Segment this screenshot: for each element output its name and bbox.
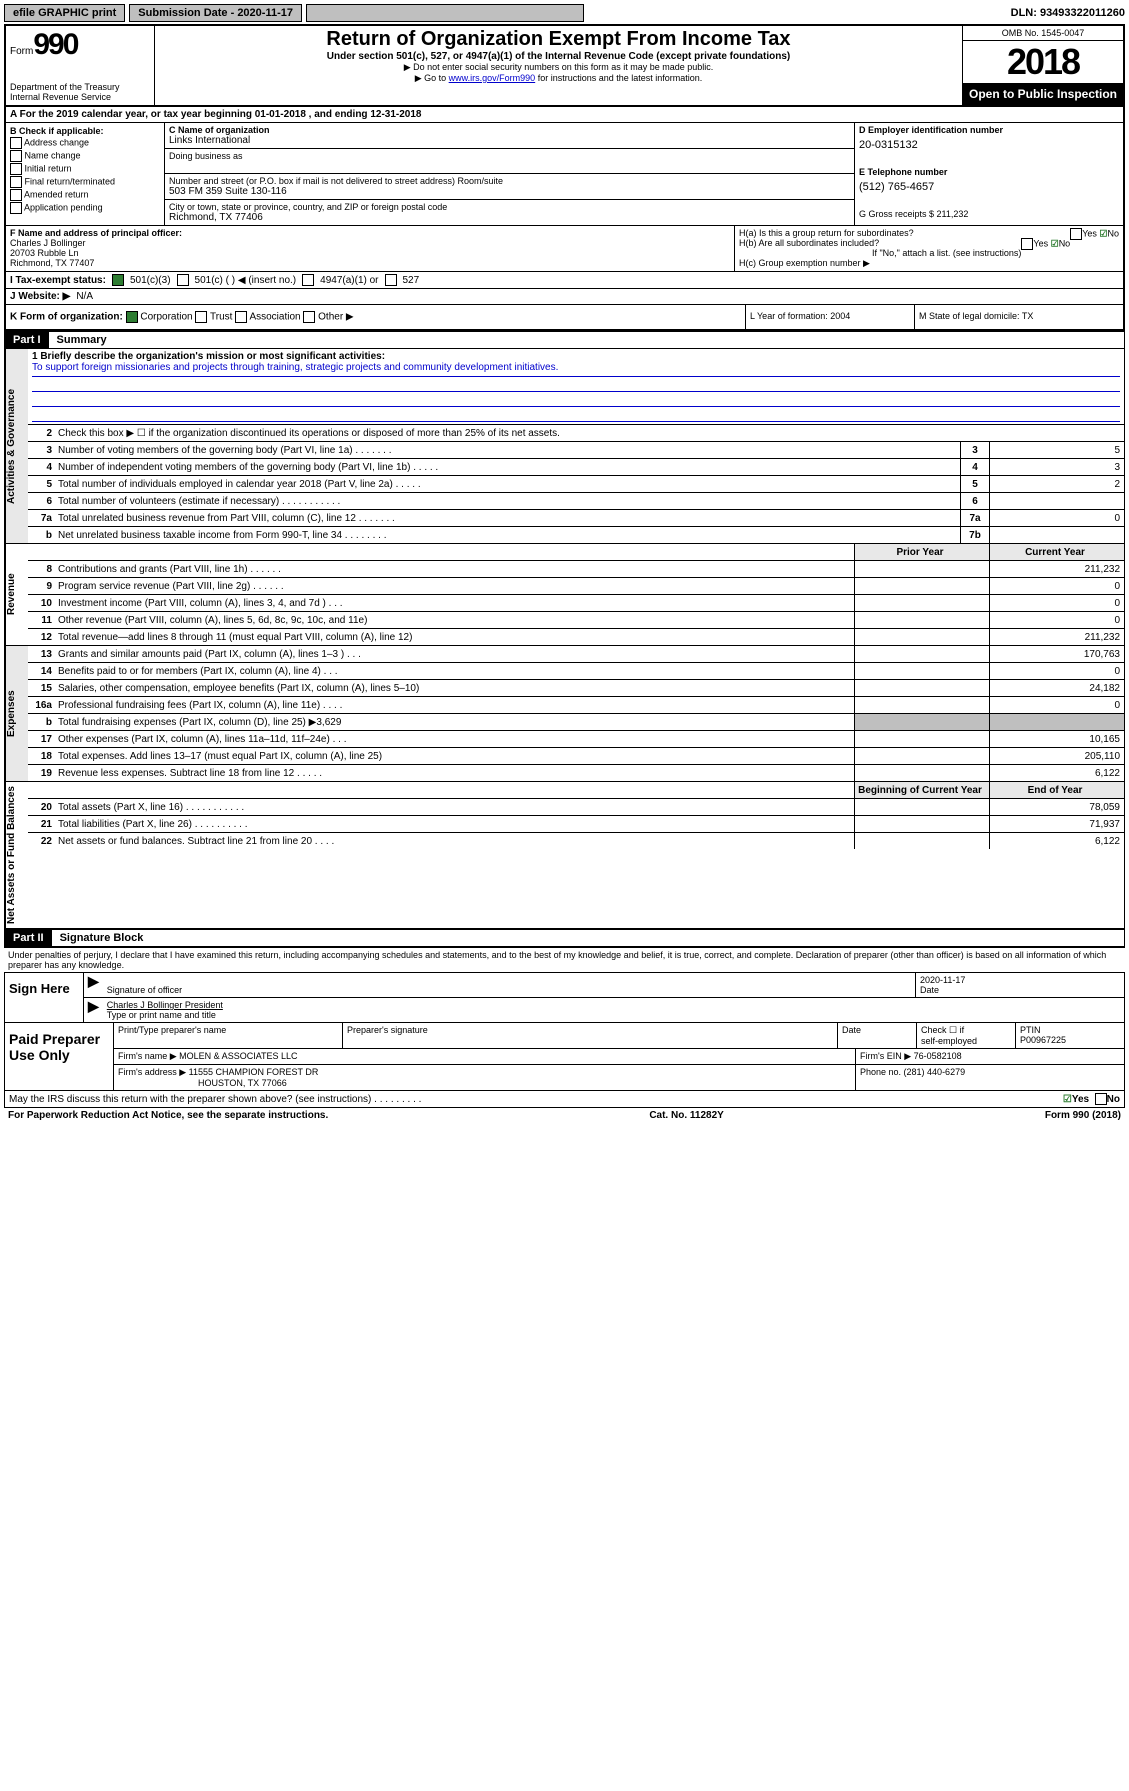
firm-name: MOLEN & ASSOCIATES LLC bbox=[179, 1051, 297, 1061]
summary-line: 8Contributions and grants (Part VIII, li… bbox=[28, 561, 1124, 578]
signer-name: Charles J Bollinger President bbox=[107, 1000, 223, 1010]
blank-button bbox=[306, 4, 584, 22]
summary-line: 15Salaries, other compensation, employee… bbox=[28, 680, 1124, 697]
amended-checkbox[interactable] bbox=[10, 189, 22, 201]
addr-change-checkbox[interactable] bbox=[10, 137, 22, 149]
final-return-checkbox[interactable] bbox=[10, 176, 22, 188]
form-note2: ▶ Go to www.irs.gov/Form990 for instruct… bbox=[159, 73, 958, 84]
summary-line: bTotal fundraising expenses (Part IX, co… bbox=[28, 714, 1124, 731]
form-note1: ▶ Do not enter social security numbers o… bbox=[159, 62, 958, 73]
summary-revenue: Revenue Prior YearCurrent Year 8Contribu… bbox=[4, 544, 1125, 646]
summary-line: 5Total number of individuals employed in… bbox=[28, 476, 1124, 493]
summary-line: 17Other expenses (Part IX, column (A), l… bbox=[28, 731, 1124, 748]
form-label: Form bbox=[10, 46, 33, 57]
summary-line: 10Investment income (Part VIII, column (… bbox=[28, 595, 1124, 612]
discuss-no-checkbox[interactable] bbox=[1095, 1093, 1107, 1105]
col-b-checkboxes: B Check if applicable: Address change Na… bbox=[6, 123, 165, 225]
summary-line: 3Number of voting members of the governi… bbox=[28, 442, 1124, 459]
summary-line: bNet unrelated business taxable income f… bbox=[28, 527, 1124, 543]
sign-date: 2020-11-17 bbox=[920, 975, 965, 985]
dept-label: Department of the Treasury Internal Reve… bbox=[10, 82, 150, 102]
501c3-checkbox[interactable] bbox=[112, 274, 124, 286]
ptin-value: P00967225 bbox=[1020, 1035, 1066, 1045]
527-checkbox[interactable] bbox=[385, 274, 397, 286]
penalties-text: Under penalties of perjury, I declare th… bbox=[4, 947, 1125, 972]
vtab-governance: Activities & Governance bbox=[5, 349, 28, 543]
summary-line: 9Program service revenue (Part VIII, lin… bbox=[28, 578, 1124, 595]
trust-checkbox[interactable] bbox=[195, 311, 207, 323]
discuss-row: May the IRS discuss this return with the… bbox=[4, 1091, 1125, 1108]
section-bcd: B Check if applicable: Address change Na… bbox=[4, 123, 1125, 226]
omb-number: OMB No. 1545-0047 bbox=[963, 26, 1123, 41]
summary-line: 12Total revenue—add lines 8 through 11 (… bbox=[28, 629, 1124, 645]
year-formation: L Year of formation: 2004 bbox=[745, 305, 914, 329]
top-bar: efile GRAPHIC print Submission Date - 20… bbox=[4, 4, 1125, 22]
open-to-public: Open to Public Inspection bbox=[963, 83, 1123, 105]
form-number: 990 bbox=[33, 28, 77, 61]
section-fh: F Name and address of principal officer:… bbox=[4, 226, 1125, 272]
org-name: Links International bbox=[169, 135, 250, 146]
org-address: 503 FM 359 Suite 130-116 bbox=[169, 186, 287, 197]
summary-governance: Activities & Governance 1 Briefly descri… bbox=[4, 349, 1125, 544]
name-change-checkbox[interactable] bbox=[10, 150, 22, 162]
summary-netassets: Net Assets or Fund Balances Beginning of… bbox=[4, 782, 1125, 929]
vtab-netassets: Net Assets or Fund Balances bbox=[5, 782, 28, 928]
irs-link[interactable]: www.irs.gov/Form990 bbox=[449, 73, 536, 83]
row-i-tax-status: I Tax-exempt status: 501(c)(3) 501(c) ( … bbox=[4, 272, 1125, 289]
ein-value: 20-0315132 bbox=[859, 139, 1119, 151]
part2-header: Part II Signature Block bbox=[4, 929, 1125, 947]
corp-checkbox[interactable] bbox=[126, 311, 138, 323]
sign-here-section: Sign Here ▶ Signature of officer 2020-11… bbox=[4, 972, 1125, 1023]
telephone: (512) 765-4657 bbox=[859, 181, 1119, 193]
summary-line: 13Grants and similar amounts paid (Part … bbox=[28, 646, 1124, 663]
app-pending-checkbox[interactable] bbox=[10, 202, 22, 214]
efile-button[interactable]: efile GRAPHIC print bbox=[4, 4, 125, 22]
state-domicile: M State of legal domicile: TX bbox=[914, 305, 1123, 329]
footer-bar: For Paperwork Reduction Act Notice, see … bbox=[4, 1108, 1125, 1123]
gross-receipts: G Gross receipts $ 211,232 bbox=[859, 209, 1119, 219]
4947-checkbox[interactable] bbox=[302, 274, 314, 286]
summary-line: 7aTotal unrelated business revenue from … bbox=[28, 510, 1124, 527]
summary-line: 11Other revenue (Part VIII, column (A), … bbox=[28, 612, 1124, 629]
summary-line: 19Revenue less expenses. Subtract line 1… bbox=[28, 765, 1124, 781]
501c-checkbox[interactable] bbox=[177, 274, 189, 286]
summary-line: 4Number of independent voting members of… bbox=[28, 459, 1124, 476]
other-checkbox[interactable] bbox=[303, 311, 315, 323]
summary-line: 18Total expenses. Add lines 13–17 (must … bbox=[28, 748, 1124, 765]
firm-ein: Firm's EIN ▶ 76-0582108 bbox=[856, 1049, 1124, 1064]
firm-phone: Phone no. (281) 440-6279 bbox=[856, 1065, 1124, 1090]
summary-line: 6Total number of volunteers (estimate if… bbox=[28, 493, 1124, 510]
row-j-website: J Website: ▶ N/A bbox=[4, 289, 1125, 305]
summary-line: 16aProfessional fundraising fees (Part I… bbox=[28, 697, 1124, 714]
summary-line: 14Benefits paid to or for members (Part … bbox=[28, 663, 1124, 680]
initial-return-checkbox[interactable] bbox=[10, 163, 22, 175]
summary-expenses: Expenses 13Grants and similar amounts pa… bbox=[4, 646, 1125, 782]
section-klm: K Form of organization: Corporation Trus… bbox=[4, 305, 1125, 331]
summary-line: 20Total assets (Part X, line 16) . . . .… bbox=[28, 799, 1124, 816]
form-subtitle: Under section 501(c), 527, or 4947(a)(1)… bbox=[159, 51, 958, 62]
part1-header: Part I Summary bbox=[4, 331, 1125, 349]
summary-line: 21Total liabilities (Part X, line 26) . … bbox=[28, 816, 1124, 833]
ha-yes-checkbox[interactable] bbox=[1070, 228, 1082, 240]
firm-addr1: 11555 CHAMPION FOREST DR bbox=[189, 1067, 319, 1077]
org-city: Richmond, TX 77406 bbox=[169, 212, 263, 223]
hb-yes-checkbox[interactable] bbox=[1021, 238, 1033, 250]
col-c-org-info: C Name of organizationLinks Internationa… bbox=[165, 123, 855, 225]
paid-preparer-section: Paid Preparer Use Only Print/Type prepar… bbox=[4, 1023, 1125, 1091]
form-title: Return of Organization Exempt From Incom… bbox=[159, 28, 958, 51]
col-d-ein: D Employer identification number 20-0315… bbox=[855, 123, 1123, 225]
dln: DLN: 93493322011260 bbox=[1011, 7, 1125, 19]
website-value: N/A bbox=[76, 291, 93, 302]
officer-name: Charles J Bollinger bbox=[10, 238, 86, 248]
submission-date: Submission Date - 2020-11-17 bbox=[129, 4, 302, 22]
mission-text: To support foreign missionaries and proj… bbox=[32, 362, 1120, 377]
summary-line: 22Net assets or fund balances. Subtract … bbox=[28, 833, 1124, 849]
form-header: Form990 Department of the Treasury Inter… bbox=[4, 24, 1125, 107]
row-a-tax-year: A For the 2019 calendar year, or tax yea… bbox=[4, 107, 1125, 123]
assoc-checkbox[interactable] bbox=[235, 311, 247, 323]
cat-no: Cat. No. 11282Y bbox=[649, 1110, 723, 1121]
tax-year: 2018 bbox=[963, 41, 1123, 83]
vtab-expenses: Expenses bbox=[5, 646, 28, 781]
vtab-revenue: Revenue bbox=[5, 544, 28, 645]
